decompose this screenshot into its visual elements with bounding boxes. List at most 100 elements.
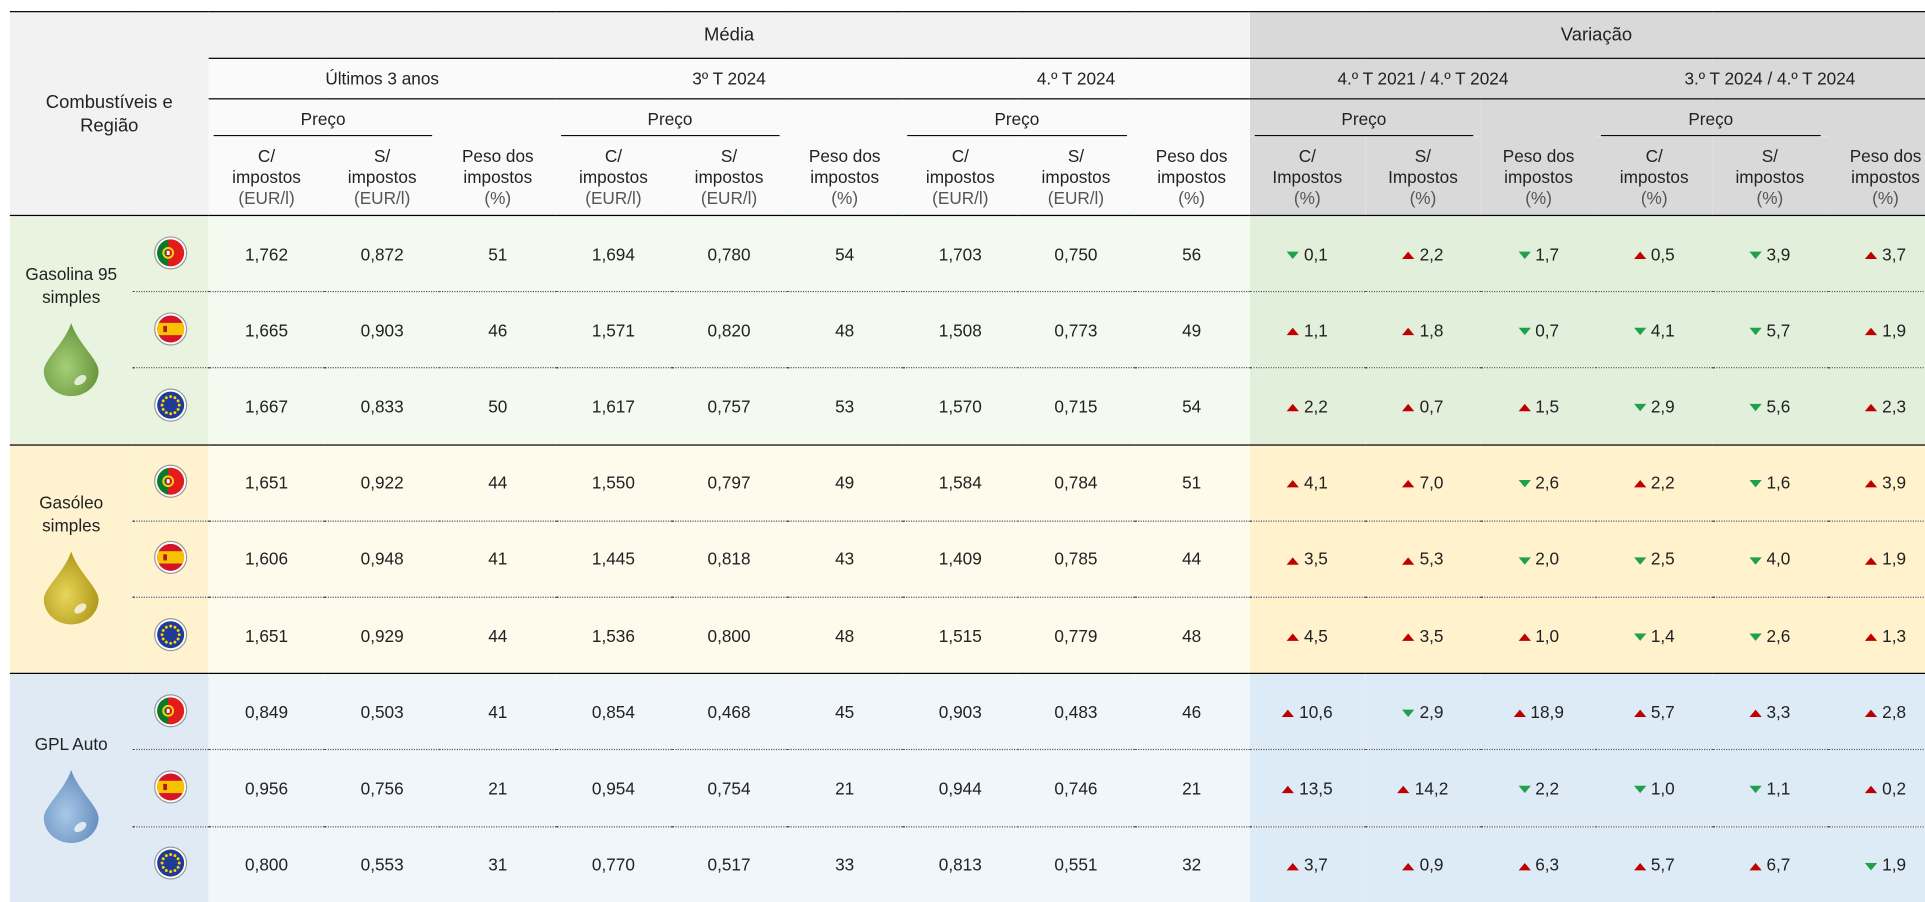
change-value: 3,5 bbox=[1419, 625, 1444, 646]
value-cell: 54 bbox=[786, 214, 903, 292]
column-header-line: (%) bbox=[1178, 187, 1205, 208]
arrow-up bbox=[1286, 862, 1300, 870]
value-cell: 1,508 bbox=[902, 291, 1019, 369]
value-cell: 1,617 bbox=[555, 367, 672, 445]
value-cell: 49 bbox=[786, 443, 903, 521]
data-row: GPL Auto 0,849 0,503 41 0,854 0,468 45 0,903 0,4… bbox=[9, 672, 1925, 902]
column-header-line: (%) bbox=[1525, 187, 1552, 208]
value-cell: 21 bbox=[786, 749, 903, 827]
value-cell: 0,849 bbox=[208, 672, 325, 750]
change-value: 1,6 bbox=[1766, 472, 1791, 493]
arrow-up bbox=[1281, 785, 1295, 794]
group-header: Variação bbox=[1249, 11, 1925, 59]
flag-icon bbox=[153, 312, 187, 346]
column-header-line: (%) bbox=[1872, 187, 1899, 208]
change-cell: 0,2 bbox=[1827, 749, 1925, 827]
value-cell: 1,606 bbox=[208, 520, 325, 598]
change-value: 0,5 bbox=[1650, 243, 1675, 264]
fuel-cell: Gasóleo simples bbox=[9, 443, 133, 674]
column-header-line: (%) bbox=[831, 187, 859, 208]
value-cell: 0,770 bbox=[555, 825, 672, 902]
change-cell: 2,2 bbox=[1249, 367, 1366, 445]
fuel-drop-icon bbox=[43, 551, 99, 625]
value-cell: 0,757 bbox=[671, 367, 787, 445]
change-value: 3,3 bbox=[1766, 701, 1791, 722]
arrow-up bbox=[1864, 633, 1878, 641]
value-cell: 0,929 bbox=[324, 596, 440, 674]
change-value: 3,7 bbox=[1882, 243, 1907, 264]
change-cell: 1,1 bbox=[1712, 749, 1828, 827]
change-value: 3,5 bbox=[1303, 549, 1328, 569]
column-header-line: (EUR/l) bbox=[932, 187, 989, 208]
price-label: Preço bbox=[1601, 103, 1821, 136]
value-cell: 0,779 bbox=[1018, 596, 1134, 674]
period-header: 4.º T 2021 / 4.º T 2024 bbox=[1249, 58, 1597, 100]
value-cell: 44 bbox=[439, 596, 556, 674]
value-cell: 0,754 bbox=[671, 749, 787, 827]
change-cell: 2,6 bbox=[1712, 596, 1828, 674]
arrow-down bbox=[1518, 480, 1531, 488]
group-header: Média bbox=[208, 11, 1250, 59]
arrow-down bbox=[1286, 251, 1300, 259]
flag-cell bbox=[132, 214, 209, 292]
arrow-down bbox=[1633, 633, 1646, 641]
change-value: 14,2 bbox=[1414, 778, 1449, 798]
change-cell: 1,8 bbox=[1365, 291, 1481, 369]
change-cell: 5,7 bbox=[1596, 825, 1713, 902]
change-cell: 2,3 bbox=[1827, 367, 1925, 445]
arrow-up bbox=[1864, 709, 1878, 717]
fuel-cell: GPL Auto bbox=[9, 672, 133, 902]
change-value: 2,2 bbox=[1650, 472, 1675, 493]
value-cell: 45 bbox=[786, 672, 903, 750]
column-header: C/impostos (EUR/l) bbox=[208, 135, 325, 217]
column-header: C/Impostos (%) bbox=[1249, 135, 1366, 217]
column-header-line: impostos bbox=[810, 166, 880, 187]
change-cell: 3,7 bbox=[1827, 214, 1925, 292]
arrow-up bbox=[1749, 709, 1762, 717]
arrow-down bbox=[1518, 251, 1531, 259]
arrow-down bbox=[1518, 327, 1531, 336]
price-label: Preço bbox=[1254, 103, 1474, 136]
column-header-line: S/ bbox=[1067, 146, 1085, 166]
value-cell: 54 bbox=[1133, 367, 1250, 445]
data-row: 1,667 0,833 50 1,617 0,757 53 1,570 0,715 54 2,2 0… bbox=[10, 367, 1925, 445]
change-cell: 2,6 bbox=[1480, 443, 1597, 521]
value-cell: 0,553 bbox=[324, 825, 440, 902]
column-header-line: S/ bbox=[1761, 146, 1778, 166]
change-value: 0,1 bbox=[1303, 243, 1328, 264]
flag bbox=[155, 848, 187, 880]
flag bbox=[153, 464, 187, 498]
drop bbox=[43, 769, 99, 843]
value-cell: 0,954 bbox=[555, 749, 672, 827]
arrow-up bbox=[1633, 862, 1646, 870]
change-cell: 0,9 bbox=[1365, 825, 1481, 902]
arrow-up bbox=[1286, 480, 1300, 488]
column-header-line: impostos bbox=[579, 166, 648, 187]
value-cell: 0,715 bbox=[1018, 367, 1134, 445]
value-cell: 51 bbox=[1133, 443, 1250, 521]
flag-icon bbox=[153, 388, 187, 422]
period-header: 4.º T 2024 bbox=[902, 58, 1250, 100]
column-header-line: S/ bbox=[720, 146, 738, 166]
column-header-line: impostos bbox=[1851, 166, 1920, 187]
arrow-up bbox=[1402, 404, 1415, 412]
fuel-label: Gasolina 95 simples bbox=[25, 263, 118, 307]
column-header-line: Peso dos bbox=[1155, 146, 1228, 166]
flag-cell bbox=[132, 596, 209, 674]
value-cell: 0,800 bbox=[671, 596, 787, 674]
flag-icon bbox=[153, 464, 187, 498]
fuel-label: Gasóleo simples bbox=[39, 492, 104, 536]
arrow-up bbox=[1402, 556, 1415, 565]
value-cell: 1,409 bbox=[902, 520, 1019, 598]
arrow-up bbox=[1864, 327, 1878, 336]
flag-icon bbox=[153, 693, 187, 727]
value-cell: 0,956 bbox=[208, 749, 325, 827]
change-value: 2,2 bbox=[1419, 243, 1444, 264]
value-cell: 41 bbox=[439, 520, 556, 598]
column-header-line: (%) bbox=[1409, 187, 1437, 208]
arrow-up bbox=[1518, 862, 1531, 870]
change-value: 4,0 bbox=[1766, 549, 1791, 569]
change-cell: 1,9 bbox=[1827, 825, 1925, 902]
arrow-down bbox=[1749, 556, 1762, 565]
value-cell: 0,800 bbox=[208, 825, 325, 902]
